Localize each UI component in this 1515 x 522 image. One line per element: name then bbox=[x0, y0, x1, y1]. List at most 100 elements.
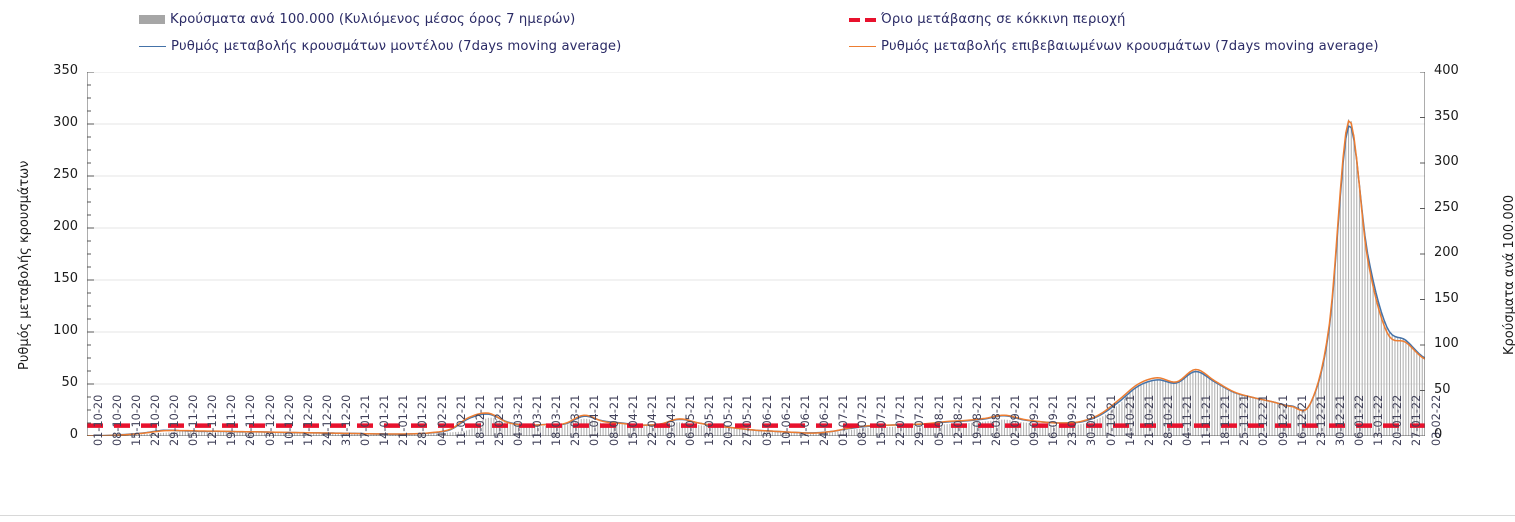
x-axis-tick: 12-08-21 bbox=[951, 394, 965, 446]
x-axis-tick: 09-12-21 bbox=[1276, 394, 1290, 446]
legend-label-confirmed-rate-line: Ρυθμός μεταβολής επιβεβαιωμένων κρουσμάτ… bbox=[881, 39, 1379, 54]
x-axis-tick: 13-05-21 bbox=[703, 394, 717, 446]
x-axis-tick: 12-11-20 bbox=[206, 394, 220, 446]
y-axis-left-tick: 0 bbox=[69, 427, 78, 442]
x-axis-tick: 28-01-21 bbox=[416, 394, 430, 446]
x-axis-tick: 24-12-20 bbox=[320, 394, 334, 446]
x-axis-tick: 06-05-21 bbox=[684, 394, 698, 446]
y-axis-left-tick: 250 bbox=[53, 167, 78, 182]
x-axis-tick: 22-04-21 bbox=[645, 394, 659, 446]
x-axis-tick: 10-12-20 bbox=[282, 394, 296, 446]
x-axis-tick: 25-03-21 bbox=[569, 394, 583, 446]
x-axis-tick: 14-01-21 bbox=[378, 394, 392, 446]
x-axis-tick: 15-07-21 bbox=[875, 394, 889, 446]
x-axis-tick: 27-01-22 bbox=[1410, 394, 1424, 446]
x-axis-tick: 18-03-21 bbox=[550, 394, 564, 446]
y-axis-right-tick: 100 bbox=[1434, 336, 1459, 351]
legend-item-red-zone-threshold: Όριο μετάβασης σε κόκκινη περιοχή bbox=[849, 12, 1125, 27]
x-axis-tick: 29-07-21 bbox=[913, 394, 927, 446]
y-axis-right-tick: 150 bbox=[1434, 290, 1459, 306]
x-axis-tick: 01-10-20 bbox=[91, 394, 105, 446]
x-axis-tick: 19-08-21 bbox=[970, 394, 984, 446]
y-axis-left-title: Ρυθμός μεταβολής κρουσμάτων bbox=[17, 160, 32, 370]
legend-item-cases-bar: Κρούσματα ανά 100.000 (Κυλιόμενος μέσος … bbox=[139, 12, 575, 27]
x-axis-tick: 08-04-21 bbox=[607, 394, 621, 446]
x-axis-tick: 04-11-21 bbox=[1181, 394, 1194, 446]
y-axis-right-tick: 350 bbox=[1434, 108, 1459, 124]
x-axis-tick: 25-11-21 bbox=[1238, 394, 1252, 446]
legend-label-cases-bar: Κρούσματα ανά 100.000 (Κυλιόμενος μέσος … bbox=[170, 12, 576, 27]
x-axis-tick: 01-04-21 bbox=[588, 394, 602, 446]
y-axis-left-tick: 200 bbox=[53, 219, 78, 234]
x-axis-tick: 17-12-20 bbox=[301, 394, 315, 446]
legend-label-model-rate-line: Ρυθμός μεταβολής κρουσμάτων μοντέλου (7d… bbox=[171, 39, 622, 54]
x-axis-tick: 17-06-21 bbox=[798, 394, 812, 446]
y-axis-left-tick: 350 bbox=[53, 63, 78, 78]
x-axis-tick: 09-09-21 bbox=[1028, 394, 1042, 446]
x-axis-tick: 11-02-21 bbox=[454, 394, 468, 446]
footer-divider bbox=[0, 515, 1515, 516]
x-axis-tick: 02-09-21 bbox=[1008, 394, 1022, 446]
y-axis-left-tick: 150 bbox=[53, 271, 78, 286]
x-axis-tick: 03-02-22 bbox=[1429, 394, 1443, 446]
x-axis-tick: 08-07-21 bbox=[856, 394, 870, 446]
x-axis-tick: 16-12-21 bbox=[1295, 394, 1309, 446]
x-axis-tick: 28-10-21 bbox=[1161, 394, 1175, 446]
x-axis-tick: 10-06-21 bbox=[779, 394, 793, 446]
gridlines bbox=[87, 72, 1425, 436]
y-axis-left-tick: 50 bbox=[61, 375, 78, 390]
x-axis-tick: 07-01-21 bbox=[359, 394, 373, 446]
blue-line-icon bbox=[139, 46, 166, 47]
x-axis-tick: 13-01-22 bbox=[1372, 394, 1386, 446]
legend-item-confirmed-rate-line: Ρυθμός μεταβολής επιβεβαιωμένων κρουσμάτ… bbox=[849, 39, 1379, 54]
x-axis-tick: 02-12-21 bbox=[1257, 394, 1271, 446]
x-axis-tick: 26-11-20 bbox=[244, 394, 258, 446]
x-axis-tick: 30-12-21 bbox=[1333, 394, 1347, 446]
x-axis-tick: 16-09-21 bbox=[1047, 394, 1061, 446]
x-axis-tick: 30-09-21 bbox=[1085, 394, 1099, 446]
x-axis-tick: 24-06-21 bbox=[817, 394, 831, 446]
y-axis-right-tick: 50 bbox=[1434, 381, 1451, 397]
x-axis-tick: 27-05-21 bbox=[741, 394, 755, 446]
cases-bars bbox=[87, 119, 1425, 436]
legend-item-model-rate-line: Ρυθμός μεταβολής κρουσμάτων μοντέλου (7d… bbox=[139, 39, 621, 54]
y-axis-right-title: Κρούσματα ανά 100.000 bbox=[1502, 194, 1515, 355]
plot-area bbox=[87, 72, 1425, 436]
x-axis-tick: 29-10-20 bbox=[167, 394, 181, 446]
x-axis-tick: 05-11-20 bbox=[187, 394, 201, 446]
red-dashed-line-icon bbox=[849, 17, 876, 22]
x-axis-tick: 21-01-21 bbox=[397, 394, 411, 446]
y-axis-left-tick: 300 bbox=[53, 115, 78, 130]
legend-label-red-zone-threshold: Όριο μετάβασης σε κόκκινη περιοχή bbox=[881, 12, 1126, 27]
x-axis-tick: 22-07-21 bbox=[894, 394, 908, 446]
x-axis-tick: 18-11-21 bbox=[1219, 394, 1233, 446]
x-axis-tick: 20-05-21 bbox=[722, 394, 736, 446]
x-axis-tick: 15-10-20 bbox=[129, 394, 143, 446]
x-axis-tick: 11-03-21 bbox=[531, 394, 545, 446]
confirmed-rate-line bbox=[87, 120, 1425, 436]
x-axis-tick: 06-01-22 bbox=[1353, 394, 1367, 446]
y-axis-right-tick: 0 bbox=[1434, 427, 1443, 442]
x-axis-tick: 03-06-21 bbox=[760, 394, 774, 446]
x-axis-tick: 23-09-21 bbox=[1066, 394, 1080, 446]
axis-lines bbox=[87, 72, 1425, 436]
x-axis-tick: 15-04-21 bbox=[626, 394, 640, 446]
x-axis-tick: 22-10-20 bbox=[148, 394, 162, 446]
x-axis-tick: 05-08-21 bbox=[932, 394, 946, 446]
x-axis-tick: 25-02-21 bbox=[492, 394, 506, 446]
y-axis-left-tick: 100 bbox=[53, 323, 78, 338]
chart-legend: Κρούσματα ανά 100.000 (Κυλιόμενος μέσος … bbox=[0, 0, 1515, 62]
x-axis-tick: 23-12-21 bbox=[1314, 394, 1328, 446]
x-axis-tick: 26-08-21 bbox=[989, 394, 1003, 446]
x-axis-tick: 11-11-21 bbox=[1200, 394, 1214, 446]
x-axis-tick: 04-02-21 bbox=[435, 394, 449, 446]
y-axis-right-tick: 200 bbox=[1434, 245, 1459, 260]
x-axis-tick: 04-03-21 bbox=[512, 394, 525, 446]
chart-canvas bbox=[87, 72, 1425, 436]
x-axis-tick: 29-04-21 bbox=[664, 394, 678, 446]
y-axis-right-tick: 300 bbox=[1434, 154, 1459, 169]
x-axis-tick: 18-02-21 bbox=[473, 394, 487, 446]
y-axis-right-tick: 400 bbox=[1434, 63, 1459, 78]
x-axis-tick: 01-07-21 bbox=[836, 394, 850, 446]
